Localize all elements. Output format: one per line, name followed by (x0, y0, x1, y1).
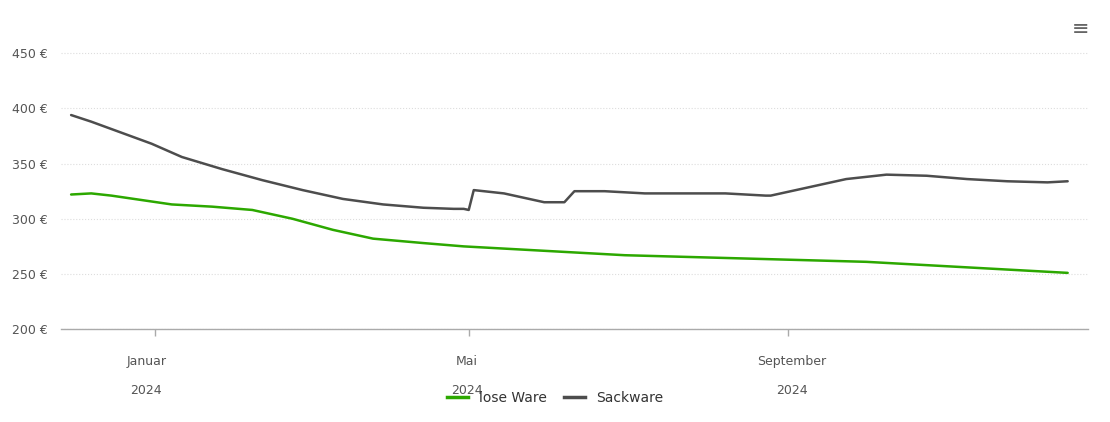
Text: Mai: Mai (455, 355, 477, 368)
Text: 2024: 2024 (131, 384, 162, 397)
Legend: lose Ware, Sackware: lose Ware, Sackware (442, 386, 668, 411)
Text: ≡: ≡ (1071, 19, 1089, 39)
Text: 2024: 2024 (451, 384, 483, 397)
Text: Januar: Januar (127, 355, 166, 368)
Text: 2024: 2024 (776, 384, 808, 397)
Text: September: September (757, 355, 827, 368)
